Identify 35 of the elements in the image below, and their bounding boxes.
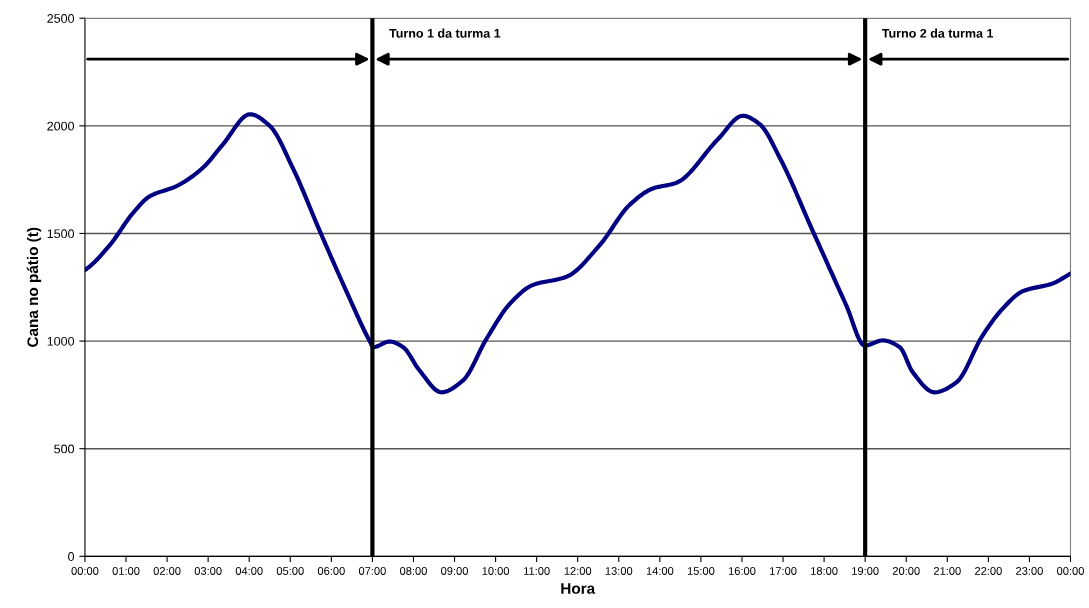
x-tick-label: 18:00	[811, 567, 838, 575]
x-tick-label: 07:00	[358, 567, 386, 575]
x-axis-title: Hora	[561, 583, 596, 594]
x-tick-label: 21:00	[933, 567, 961, 575]
y-tick-label: 2000	[47, 121, 75, 131]
y-tick-label: 1000	[47, 336, 75, 346]
x-tick-label: 01:00	[112, 567, 140, 575]
x-tick-label: 13:00	[605, 567, 633, 575]
x-tick-label: 09:00	[441, 567, 468, 575]
x-tick-label: 11:00	[524, 567, 550, 575]
x-tick-label: 00:00	[71, 567, 99, 575]
x-tick-label: 12:00	[564, 567, 592, 575]
y-tick-label: 2500	[47, 14, 75, 23]
x-tick-label: 19:00	[852, 567, 879, 575]
ref-line-label: Turno 2 da turma 1	[881, 28, 994, 38]
x-tick-label: 15:00	[687, 567, 715, 575]
x-tick-label: 03:00	[194, 567, 222, 575]
y-tick-label: 500	[54, 444, 75, 454]
x-tick-label: 22:00	[975, 567, 1002, 575]
x-tick-label: 00:00	[1057, 567, 1084, 575]
x-tick-label: 17:00	[769, 567, 797, 575]
y-tick-label: 0	[68, 552, 75, 561]
x-tick-label: 23:00	[1016, 567, 1043, 575]
ref-line-label: Turno 1 da turma 1	[389, 28, 501, 38]
x-tick-label: 04:00	[235, 567, 263, 575]
x-tick-label: 10:00	[482, 567, 510, 575]
x-tick-label: 20:00	[892, 567, 920, 575]
y-axis-title: Cana no pátio (t)	[26, 227, 42, 347]
x-tick-label: 08:00	[399, 567, 427, 575]
x-tick-label: 14:00	[646, 567, 674, 575]
y-tick-label: 1500	[47, 229, 75, 239]
x-tick-label: 06:00	[317, 567, 345, 575]
x-tick-label: 02:00	[153, 567, 181, 575]
x-tick-label: 05:00	[276, 567, 304, 575]
x-tick-label: 16:00	[728, 567, 756, 575]
